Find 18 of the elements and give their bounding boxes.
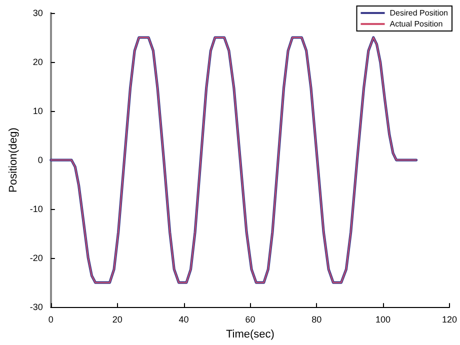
y-tick-label: -20 — [30, 253, 43, 264]
x-tick-label: 0 — [48, 314, 54, 325]
x-tick-label: 60 — [245, 314, 256, 325]
legend-label: Actual Position — [390, 20, 443, 28]
legend-label: Desired Position — [390, 8, 448, 18]
y-tick-label: 10 — [32, 106, 43, 116]
y-tick-label: 0 — [38, 155, 43, 166]
y-tick-label: 30 — [32, 8, 43, 18]
x-tick-label: 80 — [312, 314, 322, 325]
x-tick-label: 40 — [178, 314, 189, 325]
y-tick-label: -30 — [30, 302, 43, 312]
x-tick-label: 100 — [376, 314, 391, 325]
x-tick-label: 20 — [112, 314, 122, 325]
x-axis-title: Time(sec) — [226, 328, 274, 340]
x-tick-label: 120 — [442, 314, 458, 325]
y-tick-label: -10 — [30, 204, 43, 214]
y-axis-title: Position(deg) — [8, 128, 20, 192]
y-tick-label: 20 — [32, 57, 43, 68]
